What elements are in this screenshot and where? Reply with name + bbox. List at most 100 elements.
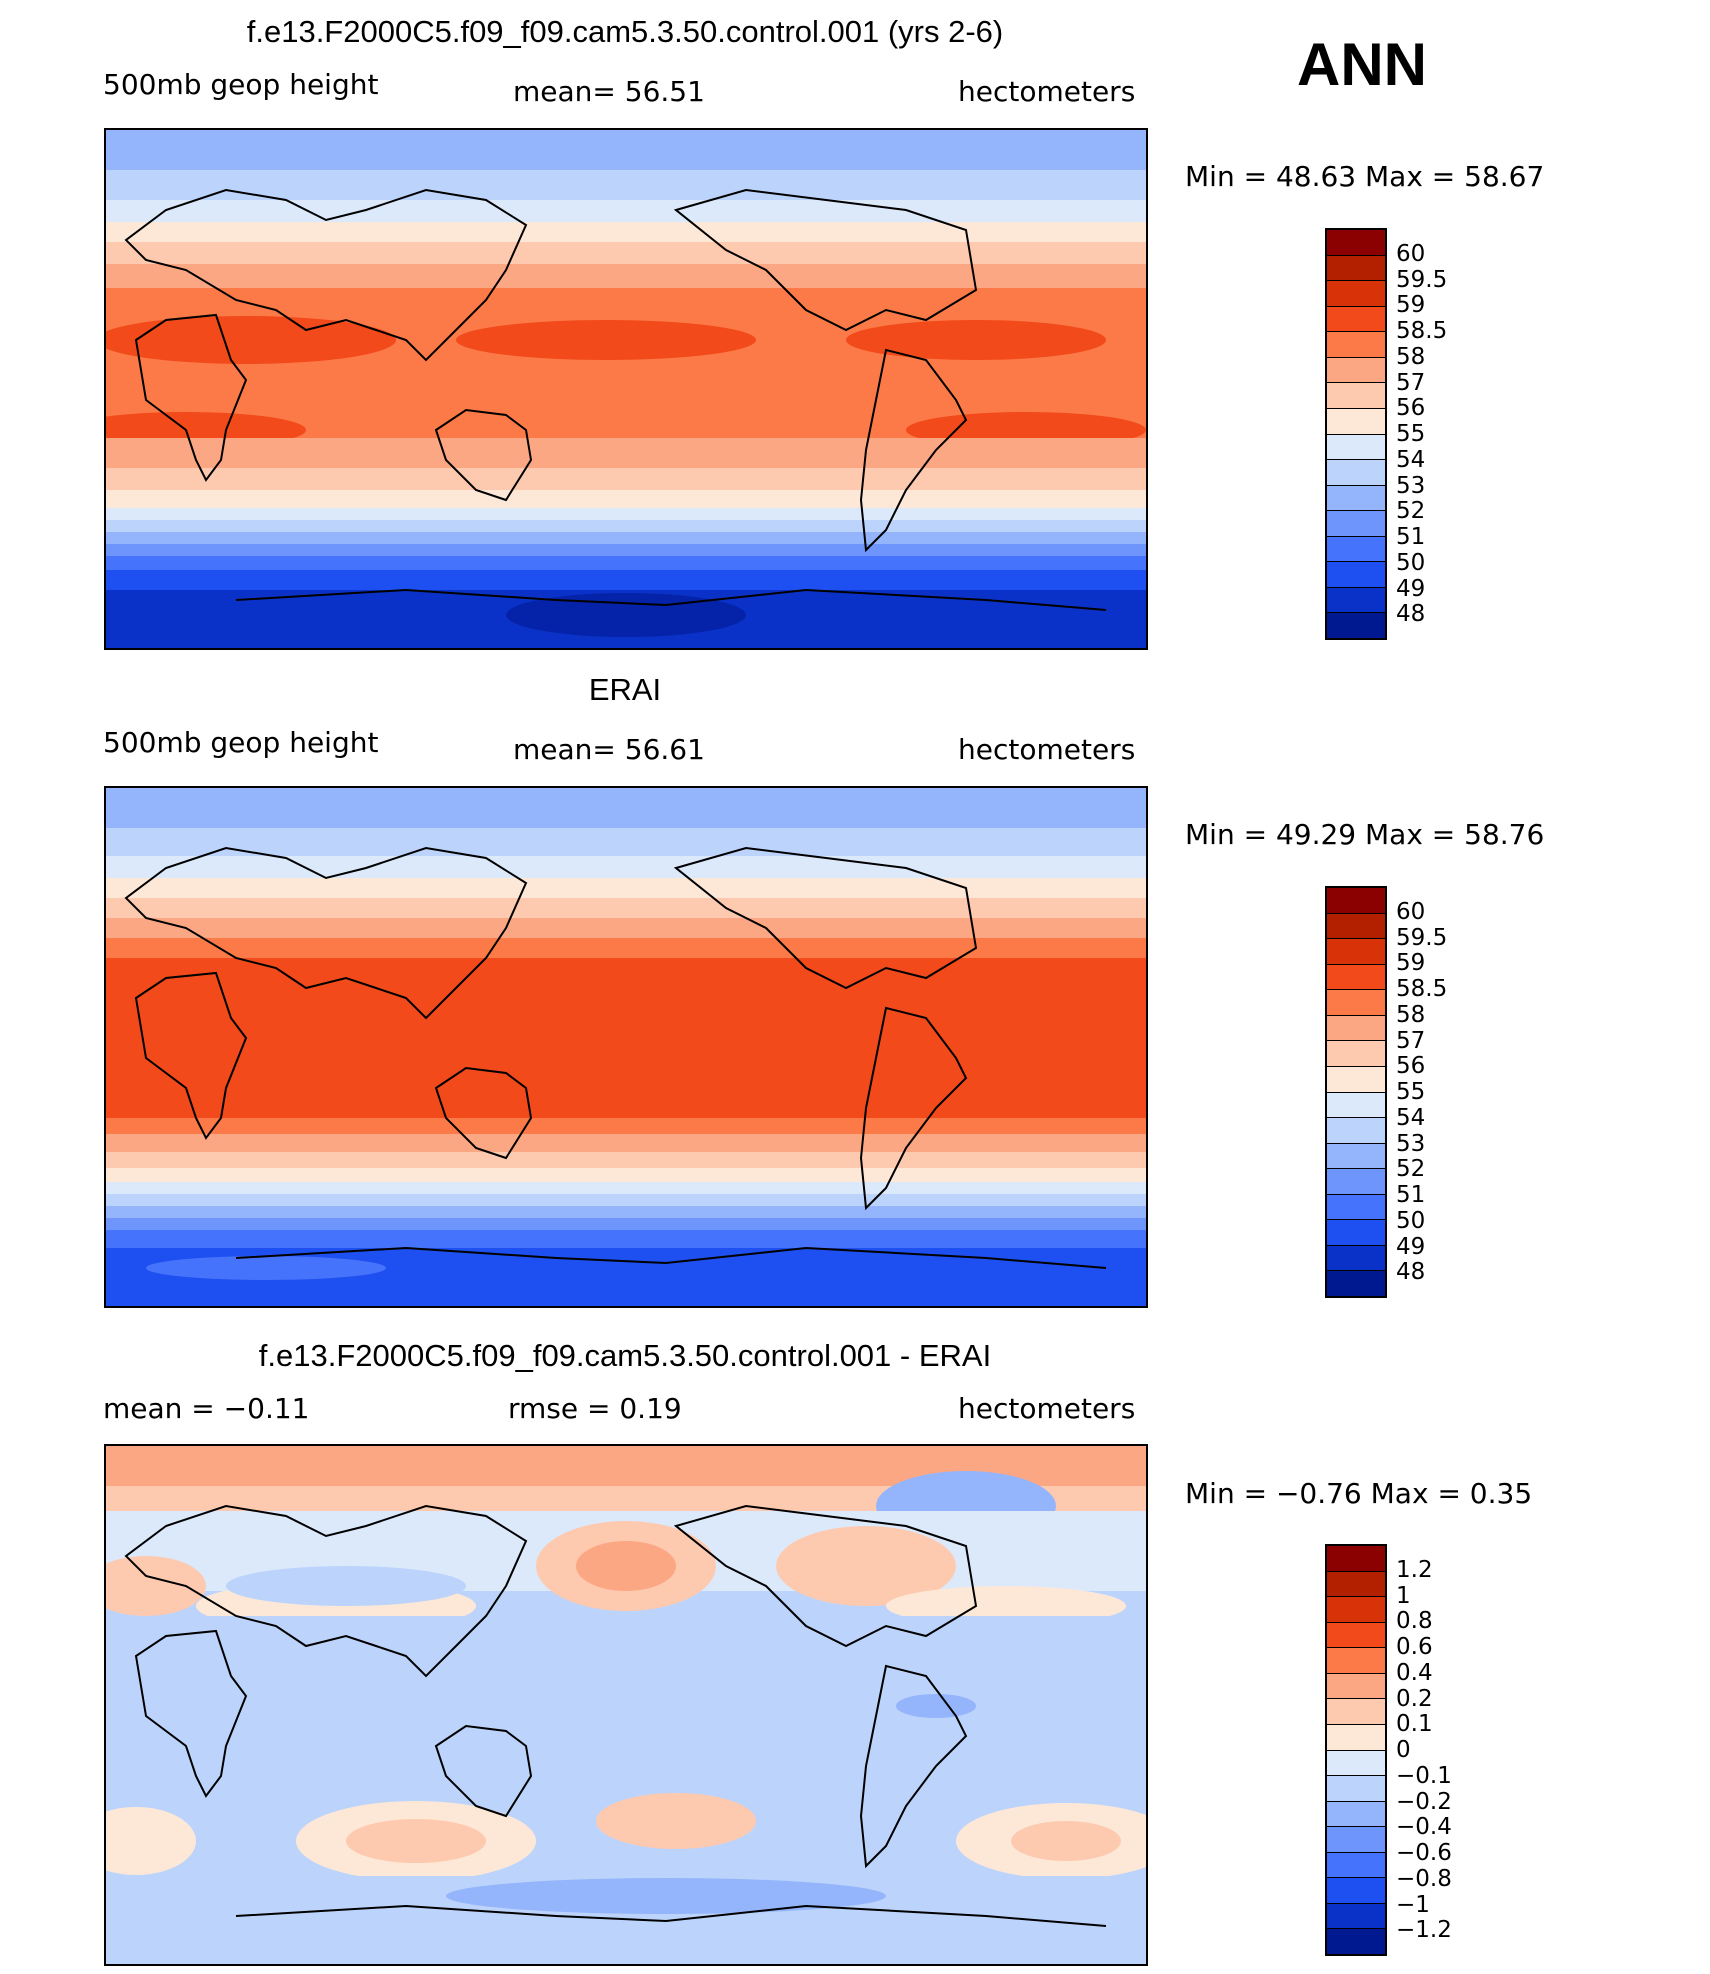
colorbar-swatch: [1327, 357, 1385, 384]
colorbar-tick-label: 0: [1396, 1737, 1411, 1763]
colorbar-tick-label: 49: [1396, 575, 1426, 602]
colorbar-swatch: [1327, 1245, 1385, 1272]
colorbar-tick-label: 0.1: [1396, 1711, 1433, 1738]
colorbar-model: [1325, 228, 1387, 640]
colorbar-swatch: [1327, 888, 1385, 914]
colorbar-tick-label: 53: [1396, 472, 1426, 499]
colorbar-tick-label: 49: [1396, 1233, 1426, 1260]
colorbar-swatch: [1327, 383, 1385, 409]
colorbar-swatch: [1327, 1066, 1385, 1093]
colorbar-tick-label: 59.5: [1396, 266, 1448, 293]
colorbar-swatch: [1327, 1118, 1385, 1144]
colorbar-swatch: [1327, 913, 1385, 940]
colorbar-tick-label: 48: [1396, 601, 1426, 628]
colorbar-tick-label: 54: [1396, 1104, 1426, 1131]
coastline-outline: [124, 188, 1107, 611]
colorbar-swatch: [1327, 1571, 1385, 1598]
colorbar-tick-label: 1.2: [1396, 1556, 1433, 1583]
coastline-outline: [124, 846, 1107, 1269]
colorbar-erai: [1325, 886, 1387, 1298]
colorbar-tick-label: −1: [1396, 1891, 1430, 1918]
colorbar-tick-label: 57: [1396, 1027, 1426, 1054]
colorbar-tick-label: 60: [1396, 898, 1426, 925]
panel-3-minmax-label: Min = −0.76 Max = 0.35: [1185, 1477, 1533, 1510]
colorbar-swatch: [1327, 1776, 1385, 1802]
colorbar-tick-label: 48: [1396, 1259, 1426, 1286]
colorbar-swatch: [1327, 434, 1385, 461]
panel-2-units-label: hectometers: [958, 733, 1136, 766]
panel-1-units-label: hectometers: [958, 75, 1136, 108]
colorbar-swatch: [1327, 306, 1385, 333]
colorbar-tick-label: 59: [1396, 292, 1426, 319]
colorbar-swatch: [1327, 1929, 1385, 1954]
colorbar-swatch: [1327, 1041, 1385, 1067]
colorbar-tick-label: −0.6: [1396, 1840, 1452, 1866]
season-label: ANN: [1297, 31, 1427, 98]
colorbar-swatch: [1327, 332, 1385, 358]
map-difference: [104, 1444, 1148, 1966]
colorbar-swatch: [1327, 485, 1385, 512]
colorbar-difference: [1325, 1544, 1387, 1956]
colorbar-tick-label: 50: [1396, 1207, 1426, 1234]
panel-1-mean-label: mean= 56.51: [513, 75, 705, 108]
colorbar-swatch: [1327, 964, 1385, 991]
colorbar-swatch: [1327, 1699, 1385, 1725]
colorbar-swatch: [1327, 1194, 1385, 1221]
colorbar-swatch: [1327, 587, 1385, 614]
colorbar-tick-label: −0.1: [1396, 1762, 1452, 1789]
colorbar-tick-label: 58: [1396, 1001, 1426, 1028]
colorbar-swatch: [1327, 939, 1385, 965]
colorbar-swatch: [1327, 1622, 1385, 1649]
colorbar-swatch: [1327, 1169, 1385, 1195]
panel-2-variable-label: 500mb geop height: [103, 726, 379, 759]
colorbar-swatch: [1327, 1673, 1385, 1700]
colorbar-swatch: [1327, 511, 1385, 537]
colorbar-tick-label: 54: [1396, 446, 1426, 473]
map-model-canvas: [106, 130, 1146, 648]
colorbar-swatch: [1327, 1801, 1385, 1828]
colorbar-swatch: [1327, 255, 1385, 282]
colorbar-swatch: [1327, 1750, 1385, 1777]
colorbar-swatch: [1327, 1271, 1385, 1296]
panel-1-minmax-label: Min = 48.63 Max = 58.67: [1185, 160, 1545, 193]
map-difference-canvas: [106, 1446, 1146, 1964]
map-erai-geopotential-height: [104, 786, 1148, 1308]
colorbar-tick-label: 58.5: [1396, 976, 1448, 1002]
colorbar-tick-label: 1: [1396, 1582, 1411, 1609]
colorbar-tick-label: −0.8: [1396, 1865, 1452, 1892]
panel-3-rmse-label: rmse = 0.19: [508, 1392, 682, 1425]
panel-1-title: f.e13.F2000C5.f09_f09.cam5.3.50.control.…: [246, 14, 1004, 49]
colorbar-tick-label: 52: [1396, 1156, 1426, 1183]
colorbar-tick-label: 56: [1396, 1053, 1426, 1080]
colorbar-tick-label: 58: [1396, 343, 1426, 370]
colorbar-swatch: [1327, 1724, 1385, 1751]
colorbar-tick-label: 51: [1396, 524, 1426, 550]
colorbar-tick-label: 57: [1396, 369, 1426, 396]
colorbar-tick-label: 55: [1396, 1079, 1426, 1105]
colorbar-swatch: [1327, 1903, 1385, 1930]
colorbar-tick-label: 59: [1396, 950, 1426, 977]
colorbar-swatch: [1327, 460, 1385, 486]
colorbar-tick-label: 59.5: [1396, 924, 1448, 951]
coastline-outline: [124, 1504, 1107, 1927]
colorbar-swatch: [1327, 408, 1385, 435]
colorbar-swatch: [1327, 562, 1385, 588]
map-erai-canvas: [106, 788, 1146, 1306]
colorbar-tick-label: 60: [1396, 240, 1426, 267]
colorbar-tick-label: 53: [1396, 1130, 1426, 1157]
colorbar-tick-label: 55: [1396, 421, 1426, 447]
colorbar-tick-label: −1.2: [1396, 1917, 1452, 1944]
colorbar-swatch: [1327, 990, 1385, 1016]
panel-2-minmax-label: Min = 49.29 Max = 58.76: [1185, 818, 1545, 851]
map-model-geopotential-height: [104, 128, 1148, 650]
colorbar-tick-label: 52: [1396, 498, 1426, 525]
colorbar-tick-label: −0.2: [1396, 1788, 1452, 1815]
colorbar-swatch: [1327, 1878, 1385, 1904]
colorbar-swatch: [1327, 613, 1385, 638]
colorbar-swatch: [1327, 230, 1385, 256]
colorbar-swatch: [1327, 1827, 1385, 1853]
panel-3-units-label: hectometers: [958, 1392, 1136, 1425]
panel-3-title: f.e13.F2000C5.f09_f09.cam5.3.50.control.…: [258, 1338, 992, 1373]
panel-2-mean-label: mean= 56.61: [513, 733, 705, 766]
colorbar-tick-label: 0.4: [1396, 1659, 1433, 1686]
